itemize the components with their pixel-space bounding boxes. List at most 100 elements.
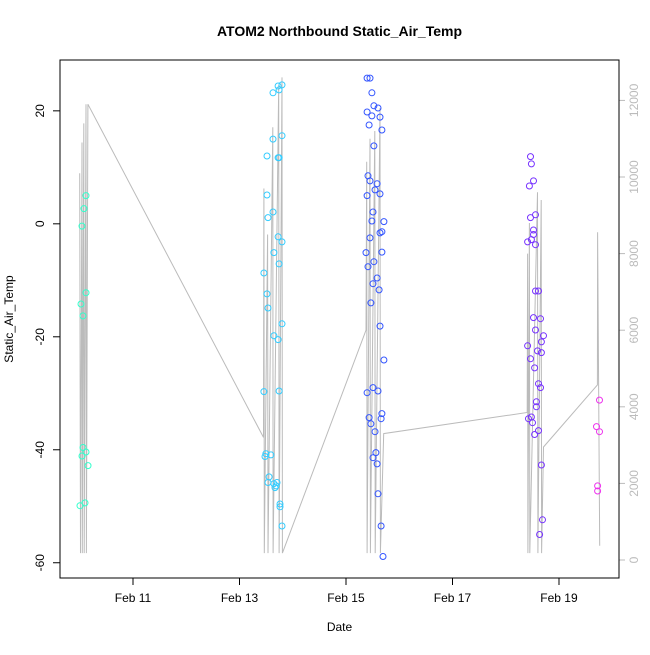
data-point	[594, 487, 602, 495]
data-point	[534, 347, 541, 355]
data-point	[525, 415, 532, 423]
data-point	[374, 387, 382, 395]
data-point	[525, 182, 533, 190]
y-tick-label: -60	[33, 554, 47, 572]
data-point	[524, 342, 532, 350]
data-point	[378, 410, 386, 418]
secondary-line	[79, 77, 601, 554]
secondary-line-layer	[79, 77, 601, 554]
data-point	[78, 222, 86, 230]
y2-tick-label: 2000	[627, 470, 641, 497]
data-point	[369, 454, 377, 462]
data-point	[527, 160, 535, 168]
data-point	[376, 322, 384, 330]
data-point	[376, 113, 384, 121]
data-point	[269, 208, 277, 216]
x-tick-label: Feb 13	[221, 591, 259, 605]
x-tick-label: Feb 17	[434, 591, 472, 605]
x-tick-label: Feb 19	[540, 591, 578, 605]
data-point	[375, 286, 383, 294]
data-point	[82, 192, 90, 200]
data-point	[380, 356, 388, 364]
data-point	[380, 218, 388, 226]
data-point	[374, 104, 382, 112]
x-tick-label: Feb 11	[115, 591, 152, 605]
data-point	[274, 336, 282, 344]
data-point	[274, 233, 282, 241]
data-point	[530, 177, 537, 185]
data-point	[537, 461, 545, 469]
data-point	[264, 214, 272, 222]
data-point	[270, 332, 278, 340]
data-point	[378, 248, 386, 256]
data-point	[79, 312, 87, 320]
data-point	[263, 290, 271, 298]
y-tick-label: -20	[33, 328, 47, 346]
y-tick-label: 20	[33, 104, 47, 118]
data-point	[530, 314, 537, 322]
data-point	[370, 102, 378, 110]
data-point	[535, 380, 542, 388]
data-point	[531, 364, 539, 372]
data-point	[532, 287, 539, 295]
data-point	[278, 522, 286, 530]
data-point	[369, 208, 377, 216]
data-point	[366, 74, 374, 82]
data-point	[531, 431, 539, 438]
data-point	[537, 315, 544, 323]
x-tick-label: Feb 15	[327, 591, 365, 605]
data-point	[363, 108, 371, 116]
data-point	[363, 192, 371, 200]
data-point	[377, 415, 385, 423]
data-point	[365, 414, 373, 422]
data-point	[373, 460, 381, 468]
data-point	[371, 186, 379, 194]
data-point	[532, 211, 539, 219]
data-point	[278, 81, 286, 89]
data-point	[365, 121, 373, 129]
data-point	[527, 355, 534, 363]
chart-title: ATOM2 Northbound Static_Air_Temp	[217, 23, 462, 39]
data-point	[369, 384, 377, 392]
data-point	[536, 531, 544, 538]
x-axis-label: Date	[327, 620, 353, 634]
data-point	[368, 217, 376, 225]
data-point	[374, 490, 382, 498]
data-point	[377, 522, 385, 530]
data-point	[271, 484, 279, 492]
data-point	[275, 260, 283, 268]
data-point	[80, 205, 88, 213]
data-point	[366, 234, 374, 242]
data-point	[278, 238, 286, 246]
data-point	[260, 269, 268, 277]
data-point	[593, 423, 600, 431]
data-point	[373, 274, 381, 282]
data-point	[369, 280, 377, 288]
y2-tick-label: 10000	[627, 160, 641, 194]
y-tick-label: 0	[33, 220, 47, 227]
y2-tick-label: 12000	[627, 83, 641, 117]
data-point	[263, 152, 271, 160]
data-point	[278, 320, 286, 328]
data-point	[368, 112, 376, 120]
plot-frame	[59, 59, 620, 579]
data-point	[368, 89, 376, 97]
data-point	[532, 326, 539, 334]
data-point	[276, 500, 284, 508]
data-point	[527, 236, 535, 244]
data-point	[275, 154, 283, 162]
data-point	[379, 553, 387, 560]
data-point	[363, 74, 371, 82]
data-point	[535, 287, 542, 295]
y2-tick-label: 4000	[627, 393, 641, 420]
data-point	[596, 428, 603, 436]
data-point	[378, 228, 386, 236]
data-point	[267, 451, 275, 459]
y2-tick-label: 0	[627, 556, 641, 563]
data-point	[373, 180, 381, 188]
data-point	[82, 448, 90, 456]
data-point	[270, 480, 278, 488]
data-point	[84, 462, 92, 470]
data-point	[274, 82, 282, 90]
data-point	[364, 263, 372, 271]
